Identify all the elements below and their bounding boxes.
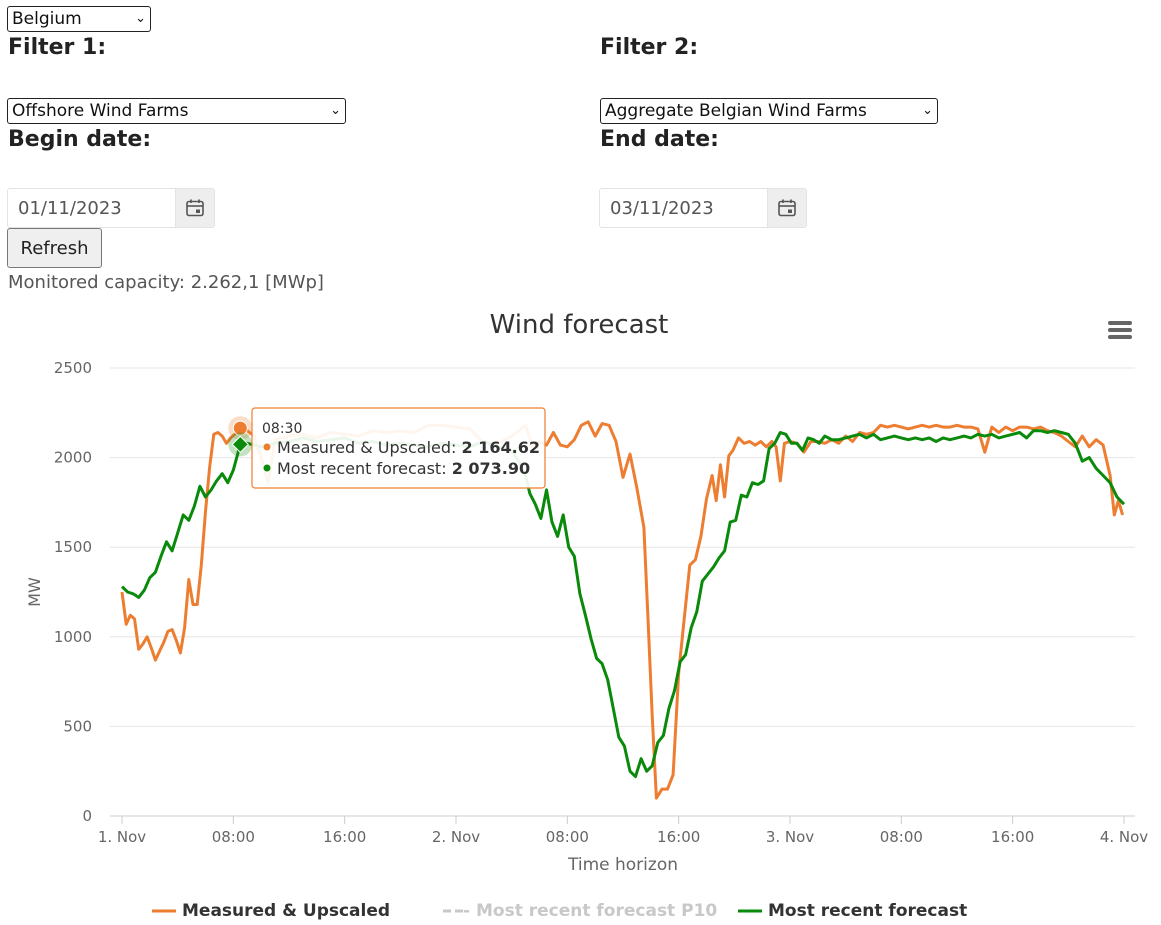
y-tick-label: 1500 (54, 538, 92, 556)
legend-item-measured[interactable]: Measured & Upscaled (152, 901, 390, 921)
chevron-down-icon: ⌄ (135, 11, 146, 26)
x-axis-label: Time horizon (567, 855, 678, 875)
series-line-measured (120, 420, 1125, 800)
filter1-label: Filter 1: (8, 35, 107, 60)
tooltip-forecast-label: Most recent forecast: (277, 459, 452, 478)
y-axis-label: MW (25, 577, 44, 607)
tooltip-time: 08:30 (262, 421, 302, 437)
y-tick-label: 1000 (54, 628, 92, 646)
x-tick-label: 1. Nov (98, 828, 146, 846)
legend-item-forecast[interactable]: Most recent forecast (738, 901, 967, 921)
refresh-button[interactable]: Refresh (7, 228, 102, 268)
x-tick-label: 16:00 (323, 828, 366, 846)
x-tick-label: 08:00 (880, 828, 923, 846)
filter2-select-value: Aggregate Belgian Wind Farms (605, 101, 867, 121)
filter1-select-value: Offshore Wind Farms (12, 101, 189, 121)
chart-title: Wind forecast (490, 310, 669, 340)
calendar-icon[interactable] (175, 189, 214, 227)
x-tick-label: 2. Nov (432, 828, 480, 846)
legend-item-p10[interactable]: - Most recent forecast P10 (443, 901, 717, 921)
x-tick-label: 3. Nov (766, 828, 814, 846)
x-tick-label: 16:00 (991, 828, 1034, 846)
tooltip-forecast-value: 2 073.90 (452, 459, 530, 478)
tooltip-dot-measured (263, 443, 271, 451)
end-date-input[interactable]: 03/11/2023 (599, 188, 807, 228)
end-date-value: 03/11/2023 (610, 197, 714, 219)
filter1-select[interactable]: Offshore Wind Farms ⌄ (7, 98, 346, 124)
tooltip-measured-label: Measured & Upscaled: (277, 438, 462, 457)
filter2-label: Filter 2: (600, 35, 699, 60)
tooltip-measured-value: 2 164.62 (462, 438, 540, 457)
legend: Measured & Upscaled - Most recent foreca… (152, 901, 967, 921)
x-tick-label: 4. Nov (1100, 828, 1148, 846)
hamburger-menu-icon[interactable] (1106, 319, 1132, 339)
begin-date-value: 01/11/2023 (18, 197, 122, 219)
wind-forecast-chart: Wind forecast 0 500 1000 1500 2000 2500 1. No… (25, 310, 1148, 921)
legend-label-forecast: Most recent forecast (768, 901, 967, 921)
filter2-select[interactable]: Aggregate Belgian Wind Farms ⌄ (600, 98, 938, 124)
legend-label-measured: Measured & Upscaled (182, 901, 390, 921)
tooltip: 08:30 Measured & Upscaled: 2 164.62 Most… (251, 407, 546, 489)
legend-label-p10: - Most recent forecast P10 (463, 901, 717, 921)
x-tick-label: 08:00 (546, 828, 589, 846)
tooltip-dot-forecast (263, 464, 271, 472)
end-date-label: End date: (600, 127, 719, 152)
highlight-point-measured (232, 420, 248, 436)
y-tick-label: 2500 (54, 359, 92, 377)
y-tick-label: 2000 (54, 449, 92, 467)
highlight-point-forecast (231, 435, 249, 454)
country-select-value: Belgium (12, 9, 82, 29)
chevron-down-icon: ⌄ (922, 103, 933, 118)
tooltip-row-forecast: Most recent forecast: 2 073.90 (277, 459, 530, 478)
y-tick-label: 500 (63, 717, 92, 735)
country-select[interactable]: Belgium ⌄ (7, 6, 151, 32)
monitored-capacity: Monitored capacity: 2.262,1 [MWp] (8, 272, 324, 293)
tooltip-row-measured: Measured & Upscaled: 2 164.62 (277, 438, 540, 457)
begin-date-input[interactable]: 01/11/2023 (7, 188, 215, 228)
x-tick-label: 16:00 (657, 828, 700, 846)
begin-date-label: Begin date: (8, 127, 152, 152)
x-tick-label: 08:00 (212, 828, 255, 846)
y-tick-label: 0 (82, 807, 92, 825)
chevron-down-icon: ⌄ (330, 103, 341, 118)
calendar-icon[interactable] (767, 189, 806, 227)
